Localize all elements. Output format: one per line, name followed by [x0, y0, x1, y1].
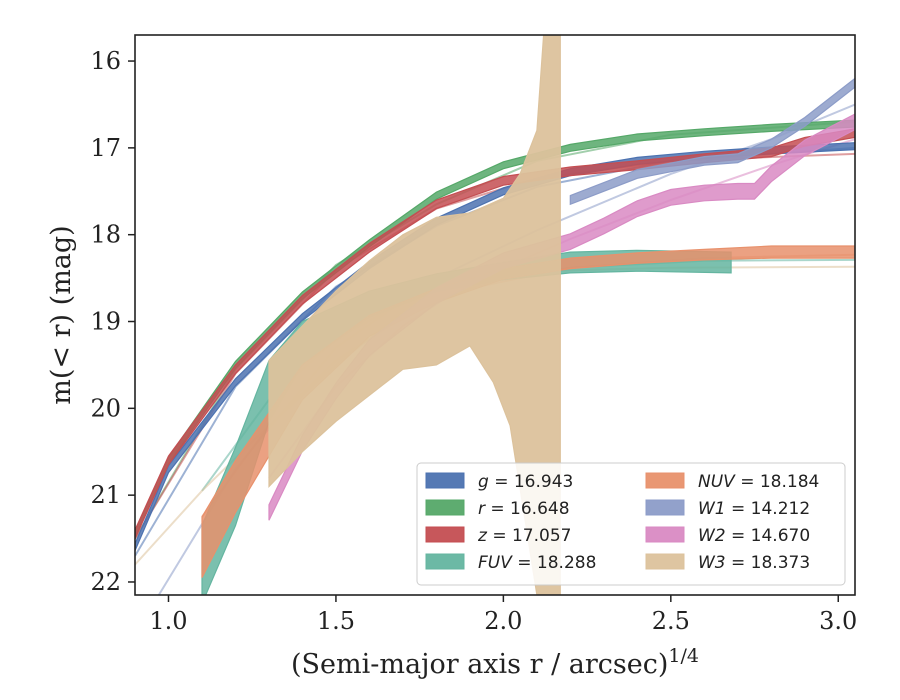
z-legend-label: z = 17.057 [477, 526, 571, 546]
nuv-legend-label: NUV = 18.184 [698, 472, 819, 492]
z-legend-swatch [425, 526, 465, 543]
y-tick-label: 16 [90, 47, 121, 75]
nuv-legend-swatch [645, 472, 685, 489]
x-tick-label: 2.5 [652, 607, 690, 635]
z-measured-band [135, 128, 855, 539]
r-legend-label: r = 16.648 [478, 499, 570, 519]
y-tick-label: 22 [90, 568, 121, 596]
x-tick-label: 1.5 [317, 607, 355, 635]
y-tick-label: 21 [90, 481, 121, 509]
x-tick-label: 2.0 [484, 607, 522, 635]
g-legend-swatch [425, 472, 465, 489]
w1-measured-band [569, 77, 855, 206]
y-tick-label: 17 [90, 134, 121, 162]
w3-measured-band [268, 35, 561, 595]
w1-legend-swatch [645, 499, 685, 516]
fuv-legend-label: FUV = 18.288 [478, 553, 596, 573]
x-axis-label: (Semi-major axis r / arcsec)1/4 [291, 645, 699, 680]
x-axis-label-exponent: 1/4 [668, 645, 699, 667]
x-tick-label: 3.0 [819, 607, 857, 635]
y-tick-label: 18 [90, 221, 121, 249]
w3-legend-label: W3 = 18.373 [698, 553, 810, 573]
plot-frame [134, 34, 856, 596]
w2-legend-swatch [645, 526, 685, 543]
y-tick-label: 19 [90, 308, 121, 336]
x-tick-label: 1.0 [149, 607, 187, 635]
w1-legend-label: W1 = 14.212 [698, 499, 810, 519]
w3-legend-swatch [645, 553, 685, 570]
legend-frame [416, 462, 846, 586]
y-tick-label: 20 [90, 394, 121, 422]
ticks-layer: 1.0 1.5 2.0 2.5 3.0 16 17 18 19 20 21 22 [90, 47, 857, 635]
legend: g = 16.943 r = 16.648 z = 17.057 FUV = 18.2… [416, 462, 846, 586]
g-legend-label: g = 16.943 [478, 472, 573, 492]
fuv-legend-swatch [425, 553, 465, 570]
y-axis-label: m(< r) (mag) [46, 225, 77, 404]
w2-legend-label: W2 = 14.670 [698, 526, 810, 546]
series-layer [135, 35, 855, 595]
r-legend-swatch [425, 499, 465, 516]
x-axis-label-main: (Semi-major axis r / arcsec) [291, 649, 668, 680]
